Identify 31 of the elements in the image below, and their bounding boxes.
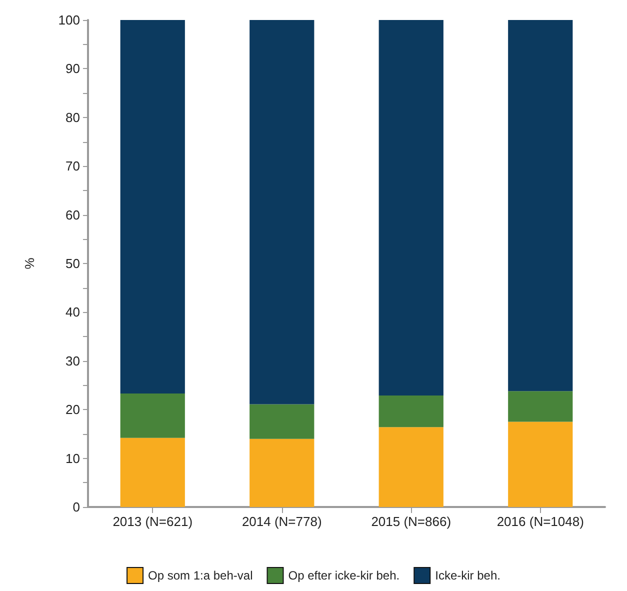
bar (508, 20, 573, 392)
legend-label: Op som 1:a beh-val (148, 568, 253, 582)
y-tick-label: 60 (66, 207, 80, 222)
legend-label: Icke-kir beh. (435, 568, 500, 582)
y-tick-label: 40 (66, 304, 80, 320)
y-tick-label: 100 (58, 12, 80, 28)
y-tick-label: 90 (66, 61, 80, 76)
y-tick-label: 0 (72, 500, 80, 514)
bar (250, 20, 314, 404)
y-tick-label: 30 (66, 353, 80, 368)
bar (378, 427, 444, 507)
bar (250, 404, 314, 439)
x-tick-label: 2015 (N=866) (371, 514, 452, 529)
bar (378, 395, 444, 428)
y-axis-title: % (22, 257, 37, 270)
y-tick-label: 20 (66, 402, 80, 418)
x-tick-label: 2013 (N=621) (112, 514, 193, 529)
x-tick-label: 2014 (N=778) (242, 514, 322, 529)
bar (508, 422, 573, 507)
bar (508, 391, 573, 422)
x-tick-label: 2016 (N=1048) (496, 514, 584, 529)
bar (378, 20, 444, 396)
y-tick-label: 50 (66, 256, 80, 271)
y-tick-label: 10 (66, 450, 80, 466)
legend-label: Op efter icke-kir beh. (288, 568, 400, 582)
y-tick-label: 70 (66, 158, 80, 174)
bar (120, 20, 185, 394)
y-tick-label: 80 (66, 110, 80, 125)
bar (120, 394, 185, 438)
bar (120, 438, 185, 507)
bar (250, 438, 314, 507)
